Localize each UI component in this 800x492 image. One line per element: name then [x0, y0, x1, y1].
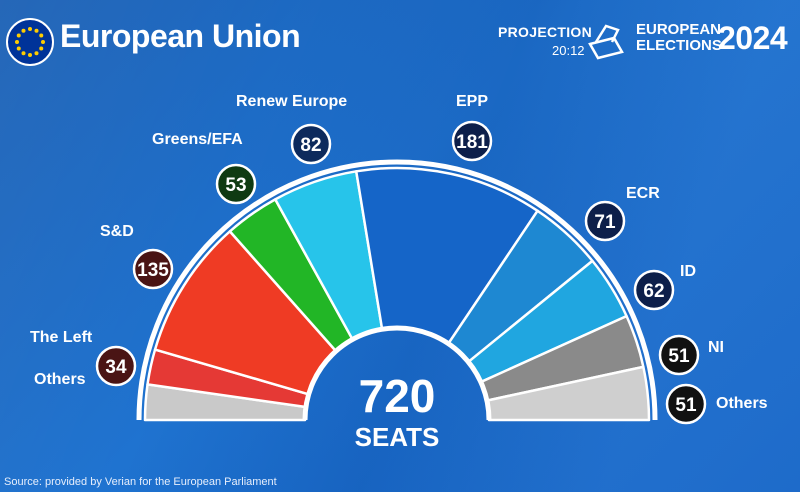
party-label-renew-europe-3: Renew Europe [236, 93, 347, 110]
badge-value-renew-europe-3: 82 [300, 135, 321, 156]
hemicycle-rim [136, 159, 658, 421]
party-label-epp-4: EPP [456, 93, 488, 110]
elections-label: EUROPEAN ELECTIONS [636, 22, 722, 54]
party-label-s-d-1: S&D [100, 223, 134, 240]
badge-id-6 [633, 269, 675, 311]
flag-star [28, 27, 32, 31]
elections-line1: EUROPEAN [636, 21, 722, 38]
flag-star [39, 46, 44, 51]
badge-epp-4 [451, 120, 493, 162]
badge-value-others-8: 51 [675, 395, 697, 416]
badge-ni-7 [658, 334, 700, 376]
flag-star [21, 28, 26, 33]
flag-star [34, 28, 39, 33]
badge-value-ecr-5: 71 [594, 212, 616, 233]
page-title: European Union [60, 18, 301, 54]
party-label-others-8: Others [716, 395, 768, 412]
projection-label: PROJECTION [498, 24, 593, 40]
badge-greens-efa-2 [215, 163, 257, 205]
flag-star [28, 53, 32, 57]
party-label-others-left: Others [34, 371, 86, 388]
eu-flag-icon [6, 18, 54, 66]
badge-value-greens-efa-2: 53 [225, 175, 246, 196]
elections-line2: ELECTIONS [636, 37, 722, 54]
party-label-ni-7: NI [708, 339, 724, 356]
flag-star [34, 51, 39, 56]
badge-value-epp-4: 181 [456, 132, 488, 153]
badge-the-left-0 [95, 345, 137, 387]
party-label-ecr-5: ECR [626, 185, 660, 202]
badge-value-s-d-1: 135 [137, 260, 169, 281]
projection-time: 20:12 [552, 43, 585, 58]
flag-star [15, 40, 19, 44]
badge-value-id-6: 62 [643, 281, 664, 302]
badge-value-ni-7: 51 [668, 346, 690, 367]
badge-s-d-1 [132, 248, 174, 290]
party-label-id-6: ID [680, 263, 696, 280]
badge-others-8 [665, 383, 707, 425]
total-seats-value: 720 [359, 370, 436, 422]
badge-value-the-left-0: 34 [105, 357, 127, 378]
total-seats-label: SEATS [355, 422, 440, 452]
flag-star [16, 46, 21, 51]
party-label-the-left-0: The Left [30, 329, 93, 346]
party-label-greens-efa-2: Greens/EFA [152, 131, 243, 148]
ballot-box-icon [588, 24, 624, 60]
flag-star [21, 51, 26, 56]
badge-renew-europe-3 [290, 123, 332, 165]
flag-star [39, 33, 44, 38]
badge-ecr-5 [584, 200, 626, 242]
source-note: Source: provided by Verian for the Europ… [4, 476, 277, 488]
elections-year: 2024 [718, 20, 788, 56]
hemicycle-inner-rim [302, 325, 492, 421]
flag-star [41, 40, 45, 44]
flag-star [16, 33, 21, 38]
